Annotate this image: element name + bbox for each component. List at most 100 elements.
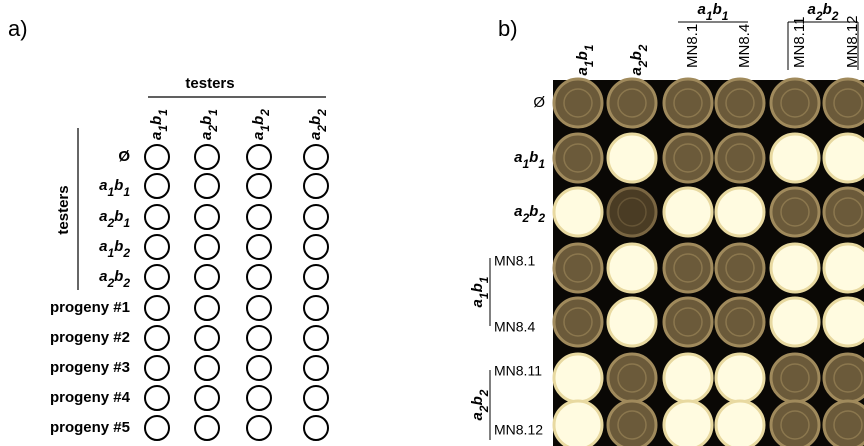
colony bbox=[554, 401, 602, 446]
subscript: 1 bbox=[477, 276, 491, 283]
colony bbox=[771, 188, 819, 236]
colony bbox=[716, 79, 764, 127]
row-label: progeny #4 bbox=[50, 389, 131, 406]
colony bbox=[554, 244, 602, 292]
row-label: MN8.4 bbox=[494, 319, 535, 335]
colony bbox=[608, 79, 656, 127]
well bbox=[195, 356, 219, 380]
subscript: 2 bbox=[122, 276, 130, 290]
colony bbox=[716, 188, 764, 236]
well bbox=[195, 205, 219, 229]
letter: b bbox=[469, 283, 486, 292]
panel-label: a) bbox=[8, 16, 28, 41]
colony bbox=[664, 401, 712, 446]
header: testers bbox=[185, 75, 234, 92]
figure: a) testers testers b) a1b1a2b1a1b2a2b2Øa… bbox=[0, 0, 864, 446]
well bbox=[304, 296, 328, 320]
well bbox=[247, 235, 271, 259]
colony bbox=[664, 79, 712, 127]
colony bbox=[664, 298, 712, 346]
colony bbox=[608, 298, 656, 346]
colony bbox=[554, 298, 602, 346]
letter: a bbox=[808, 1, 816, 18]
group-label: a1b1 bbox=[698, 1, 729, 23]
well bbox=[247, 416, 271, 440]
well bbox=[304, 205, 328, 229]
column-label: a1b2 bbox=[250, 109, 272, 140]
letter: a bbox=[514, 149, 522, 166]
letter: b bbox=[529, 203, 538, 220]
letter: b bbox=[250, 116, 267, 125]
row-label: Ø bbox=[118, 148, 130, 165]
colony bbox=[554, 79, 602, 127]
letter: b bbox=[628, 51, 645, 60]
subscript: 1 bbox=[722, 9, 729, 23]
well bbox=[195, 265, 219, 289]
subscript: 1 bbox=[123, 185, 130, 199]
letter: a bbox=[469, 412, 486, 420]
letter: b bbox=[307, 116, 324, 125]
well bbox=[195, 326, 219, 350]
colony bbox=[824, 134, 864, 182]
colony bbox=[824, 354, 864, 402]
letter: a bbox=[469, 299, 486, 307]
well bbox=[304, 235, 328, 259]
letter: a bbox=[307, 132, 324, 140]
letter: a bbox=[99, 268, 107, 285]
letter: a bbox=[250, 132, 267, 140]
well bbox=[247, 356, 271, 380]
column-label: MN8.4 bbox=[736, 24, 753, 68]
colony bbox=[608, 244, 656, 292]
group-label: a1b1 bbox=[469, 276, 491, 307]
well bbox=[145, 235, 169, 259]
well bbox=[145, 265, 169, 289]
subscript: 1 bbox=[582, 44, 596, 51]
letter: a bbox=[628, 67, 645, 75]
well bbox=[247, 145, 271, 169]
letter: a bbox=[574, 67, 591, 75]
well bbox=[195, 235, 219, 259]
letter: b bbox=[114, 238, 123, 255]
well bbox=[304, 356, 328, 380]
well bbox=[304, 174, 328, 198]
well bbox=[145, 416, 169, 440]
letter: b bbox=[114, 268, 123, 285]
letter: a bbox=[99, 177, 107, 194]
column-label: a2b2 bbox=[628, 44, 650, 75]
well bbox=[304, 386, 328, 410]
well bbox=[145, 326, 169, 350]
side-label: testers bbox=[55, 185, 72, 234]
subscript: 1 bbox=[206, 109, 220, 116]
letter: b bbox=[148, 116, 165, 125]
colony bbox=[608, 188, 656, 236]
row-label: progeny #3 bbox=[50, 359, 130, 376]
colony bbox=[771, 79, 819, 127]
row-label: progeny #2 bbox=[50, 329, 130, 346]
letter: a bbox=[514, 203, 522, 220]
colony bbox=[771, 244, 819, 292]
well bbox=[247, 326, 271, 350]
letter: b bbox=[823, 1, 832, 18]
subscript: 1 bbox=[123, 216, 130, 230]
subscript: 2 bbox=[636, 44, 650, 52]
well bbox=[195, 296, 219, 320]
colony bbox=[771, 134, 819, 182]
column-label: a2b2 bbox=[307, 109, 329, 140]
well bbox=[247, 265, 271, 289]
row-label: progeny #1 bbox=[50, 299, 130, 316]
colony bbox=[664, 244, 712, 292]
group-label: a2b2 bbox=[808, 1, 839, 23]
group-label: a2b2 bbox=[469, 389, 491, 420]
subscript: 2 bbox=[122, 246, 130, 260]
colony bbox=[608, 134, 656, 182]
colony bbox=[824, 401, 864, 446]
letter: b bbox=[114, 208, 123, 225]
colony bbox=[824, 244, 864, 292]
colony bbox=[716, 401, 764, 446]
colony bbox=[554, 188, 602, 236]
well bbox=[145, 356, 169, 380]
row-label: a2b2 bbox=[99, 268, 130, 290]
column-label: a2b1 bbox=[198, 109, 220, 140]
well bbox=[195, 416, 219, 440]
row-label: a2b1 bbox=[99, 208, 130, 230]
